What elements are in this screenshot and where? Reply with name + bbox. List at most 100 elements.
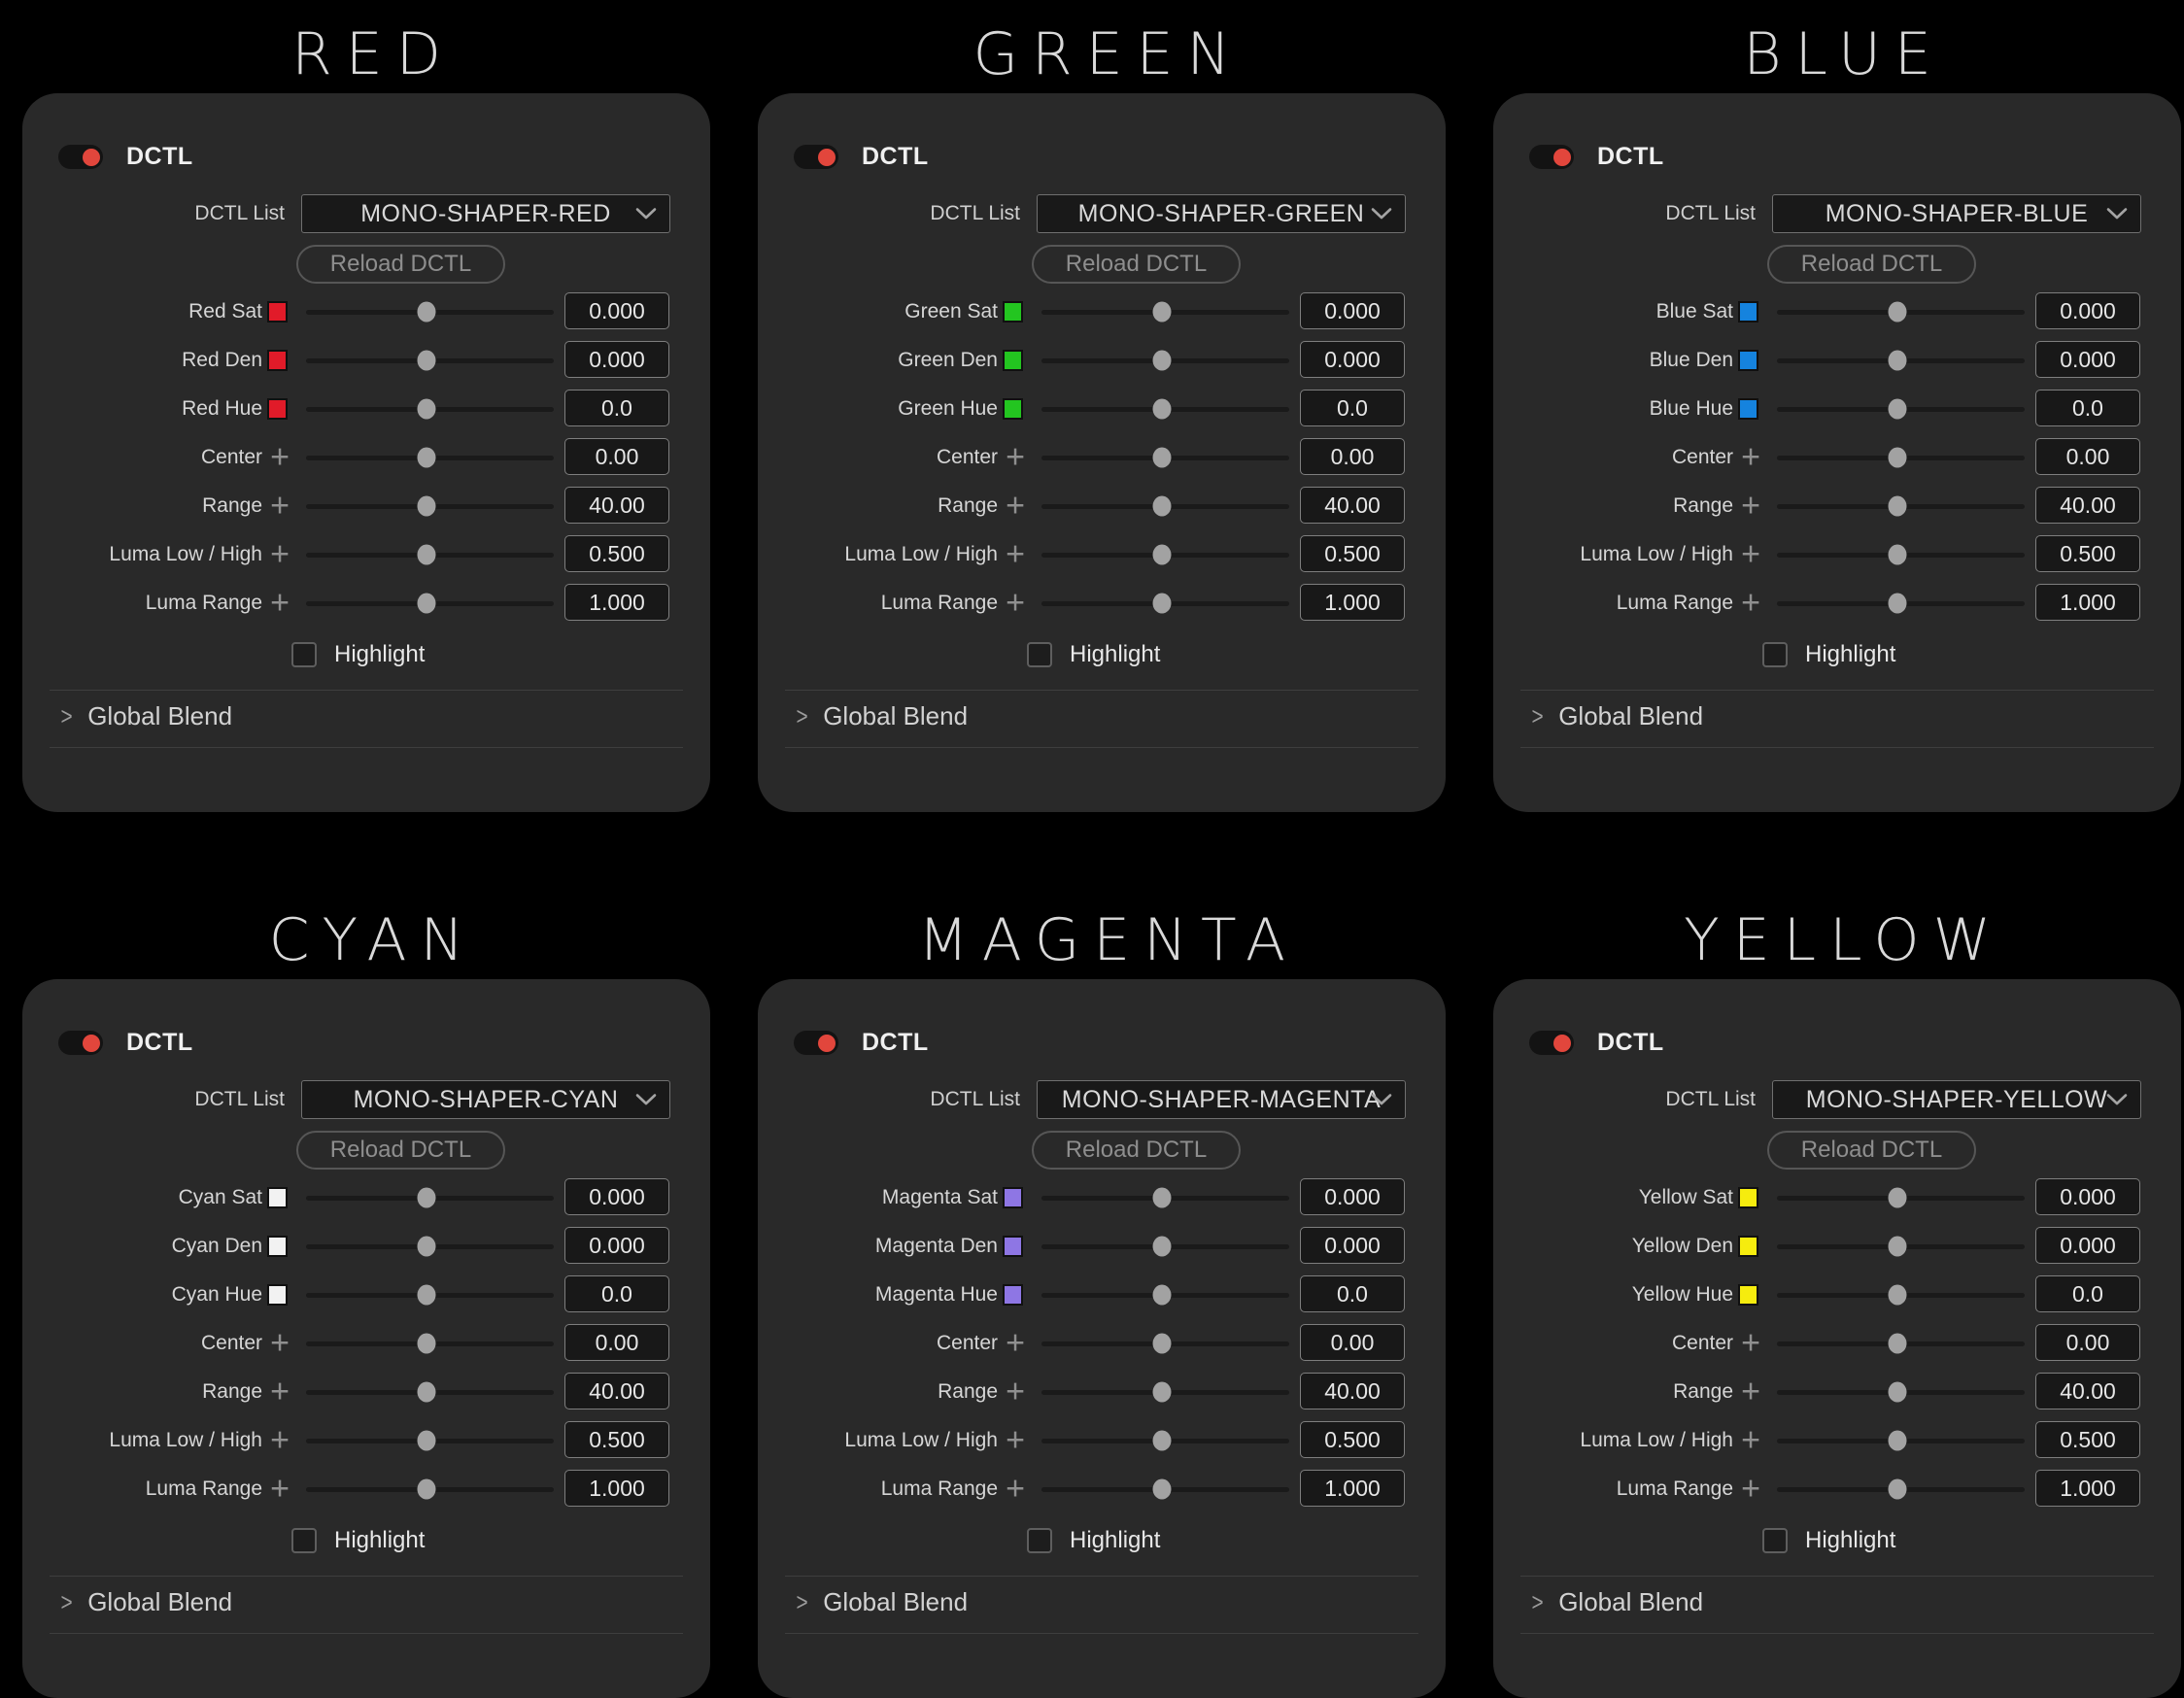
slider-value-field[interactable]: 0.500 [2035,535,2140,572]
slider-value-field[interactable]: 40.00 [1300,487,1405,524]
slider-track[interactable] [1777,1478,2025,1500]
slider-value-field[interactable]: 0.0 [1300,390,1405,426]
slider-value-field[interactable]: 0.500 [1300,1421,1405,1458]
slider-value-field[interactable]: 0.00 [2035,438,2140,475]
slider-value-field[interactable]: 0.000 [1300,1227,1405,1264]
highlight-checkbox[interactable] [291,642,317,667]
slider-value-field[interactable]: 0.500 [2035,1421,2140,1458]
slider-knob[interactable] [1152,350,1172,371]
slider-value-field[interactable]: 40.00 [2035,487,2140,524]
slider-value-field[interactable]: 0.00 [1300,1324,1405,1361]
slider-value-field[interactable]: 0.00 [1300,438,1405,475]
slider-track[interactable] [306,1381,554,1403]
slider-knob[interactable] [1888,398,1907,420]
slider-value-field[interactable]: 0.000 [2035,1227,2140,1264]
slider-knob[interactable] [417,1236,436,1257]
slider-value-field[interactable]: 1.000 [564,584,669,621]
slider-track[interactable] [1777,593,2025,614]
slider-track[interactable] [1777,1284,2025,1306]
slider-value-field[interactable]: 0.000 [2035,292,2140,329]
slider-track[interactable] [1041,495,1289,517]
slider-knob[interactable] [1152,593,1172,614]
slider-knob[interactable] [417,398,436,420]
slider-knob[interactable] [1152,1236,1172,1257]
slider-track[interactable] [1041,447,1289,468]
slider-knob[interactable] [1152,495,1172,517]
slider-track[interactable] [1777,1381,2025,1403]
slider-track[interactable] [1777,544,2025,565]
slider-knob[interactable] [1888,593,1907,614]
slider-knob[interactable] [417,350,436,371]
slider-knob[interactable] [1152,1187,1172,1208]
slider-track[interactable] [306,593,554,614]
slider-knob[interactable] [1888,1430,1907,1451]
slider-value-field[interactable]: 40.00 [564,487,669,524]
slider-track[interactable] [306,544,554,565]
reload-dctl-button[interactable]: Reload DCTL [1767,245,1976,284]
slider-track[interactable] [1777,350,2025,371]
slider-knob[interactable] [417,447,436,468]
slider-value-field[interactable]: 0.000 [2035,1178,2140,1215]
slider-track[interactable] [1041,398,1289,420]
slider-value-field[interactable]: 0.000 [1300,1178,1405,1215]
dctl-enable-toggle[interactable] [1529,1031,1574,1055]
slider-track[interactable] [1777,301,2025,323]
slider-value-field[interactable]: 0.0 [564,1275,669,1312]
slider-knob[interactable] [417,593,436,614]
slider-track[interactable] [1777,447,2025,468]
slider-value-field[interactable]: 0.000 [564,1227,669,1264]
slider-value-field[interactable]: 1.000 [2035,584,2140,621]
slider-knob[interactable] [1152,1381,1172,1403]
slider-knob[interactable] [1888,350,1907,371]
dctl-enable-toggle[interactable] [58,145,103,169]
global-blend-toggle[interactable]: > Global Blend [59,696,233,735]
slider-track[interactable] [306,1333,554,1354]
slider-track[interactable] [1041,1236,1289,1257]
slider-track[interactable] [1041,1284,1289,1306]
slider-value-field[interactable]: 0.500 [1300,535,1405,572]
slider-knob[interactable] [1888,301,1907,323]
highlight-checkbox[interactable] [1027,1528,1052,1553]
dctl-list-dropdown[interactable]: MONO-SHAPER-MAGENTA [1037,1080,1406,1119]
slider-knob[interactable] [417,1333,436,1354]
slider-track[interactable] [306,1478,554,1500]
slider-knob[interactable] [417,1381,436,1403]
slider-knob[interactable] [417,1478,436,1500]
slider-track[interactable] [1041,593,1289,614]
slider-track[interactable] [306,301,554,323]
slider-knob[interactable] [1152,1430,1172,1451]
reload-dctl-button[interactable]: Reload DCTL [1767,1131,1976,1170]
slider-value-field[interactable]: 0.500 [564,535,669,572]
dctl-list-dropdown[interactable]: MONO-SHAPER-BLUE [1772,194,2141,233]
slider-knob[interactable] [1888,1236,1907,1257]
slider-value-field[interactable]: 1.000 [1300,1470,1405,1507]
slider-value-field[interactable]: 0.0 [1300,1275,1405,1312]
slider-track[interactable] [306,1236,554,1257]
reload-dctl-button[interactable]: Reload DCTL [1032,245,1241,284]
slider-value-field[interactable]: 0.500 [564,1421,669,1458]
slider-knob[interactable] [417,495,436,517]
slider-value-field[interactable]: 0.0 [564,390,669,426]
slider-knob[interactable] [417,1284,436,1306]
slider-value-field[interactable]: 0.000 [564,292,669,329]
slider-value-field[interactable]: 40.00 [2035,1373,2140,1409]
slider-knob[interactable] [1888,1381,1907,1403]
slider-track[interactable] [306,1430,554,1451]
global-blend-toggle[interactable]: > Global Blend [795,696,969,735]
global-blend-toggle[interactable]: > Global Blend [795,1582,969,1621]
reload-dctl-button[interactable]: Reload DCTL [1032,1131,1241,1170]
slider-knob[interactable] [1888,495,1907,517]
slider-value-field[interactable]: 1.000 [2035,1470,2140,1507]
slider-knob[interactable] [1888,1284,1907,1306]
slider-value-field[interactable]: 0.00 [564,438,669,475]
slider-value-field[interactable]: 0.00 [564,1324,669,1361]
slider-knob[interactable] [1152,398,1172,420]
highlight-checkbox[interactable] [1762,642,1788,667]
slider-knob[interactable] [1888,1478,1907,1500]
highlight-checkbox[interactable] [1762,1528,1788,1553]
highlight-checkbox[interactable] [1027,642,1052,667]
slider-track[interactable] [1041,1430,1289,1451]
slider-value-field[interactable]: 0.0 [2035,1275,2140,1312]
slider-track[interactable] [1041,1333,1289,1354]
slider-track[interactable] [1041,350,1289,371]
